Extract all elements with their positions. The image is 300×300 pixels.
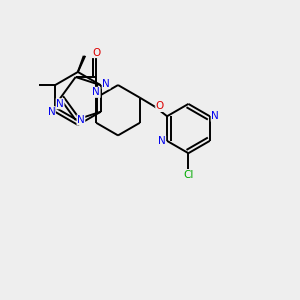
Text: O: O	[156, 101, 164, 112]
Text: Cl: Cl	[183, 170, 194, 180]
Text: N: N	[211, 111, 219, 121]
Text: N: N	[158, 136, 166, 146]
Text: N: N	[56, 99, 64, 109]
Text: N: N	[102, 79, 110, 89]
Text: N: N	[77, 115, 85, 125]
Text: N: N	[92, 87, 100, 97]
Text: O: O	[92, 48, 100, 58]
Text: N: N	[47, 107, 55, 117]
